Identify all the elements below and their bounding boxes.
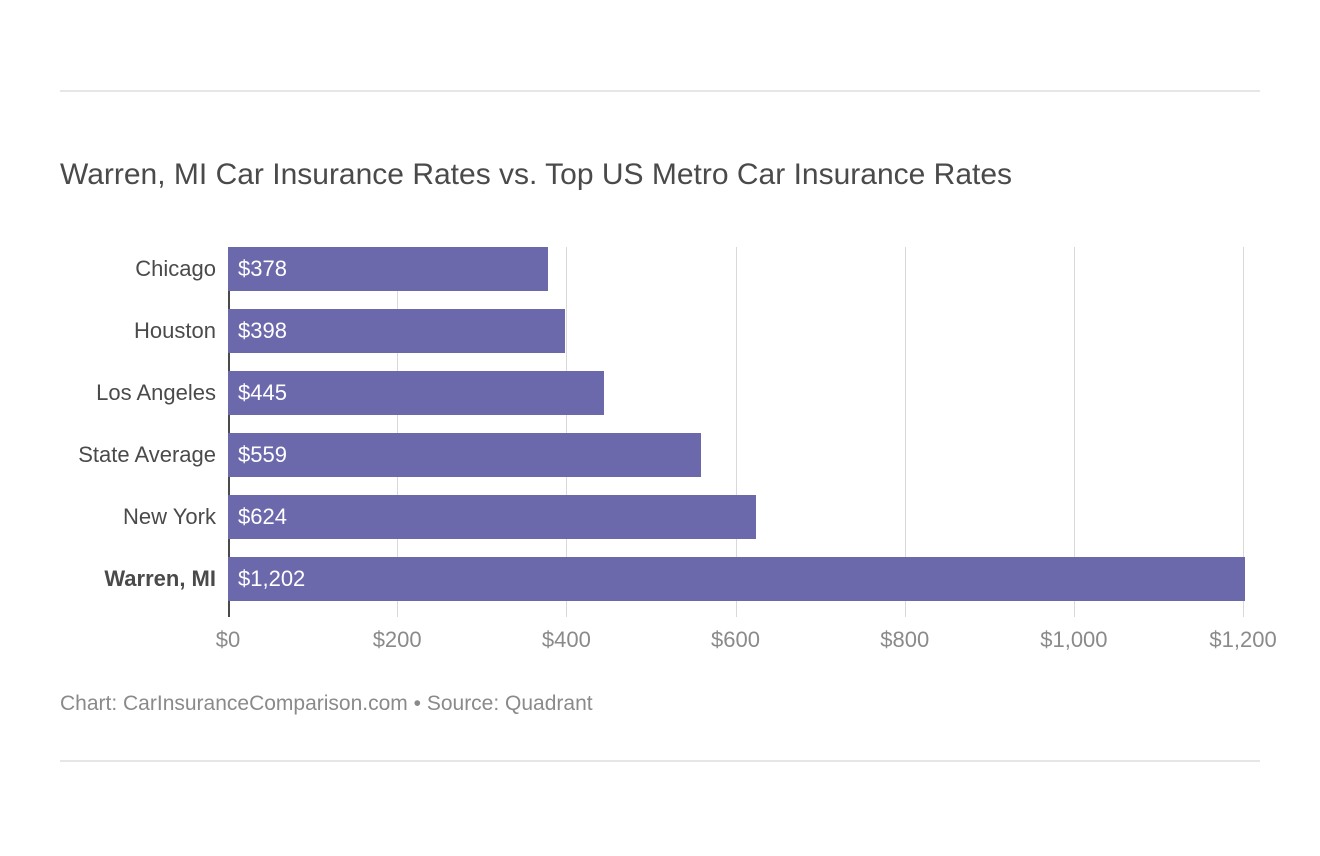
bar-row: Chicago$378 [228,247,1260,291]
y-category-label: Houston [134,320,228,342]
x-tick-label: $800 [880,617,929,653]
bar: $559 [228,433,701,477]
bar: $624 [228,495,756,539]
bar: $398 [228,309,565,353]
y-category-label: Chicago [135,258,228,280]
bar-value-label: $624 [238,504,287,530]
y-category-label: New York [123,506,228,528]
bar-value-label: $378 [238,256,287,282]
x-tick-label: $1,000 [1040,617,1107,653]
bar: $445 [228,371,604,415]
divider-top [60,90,1260,92]
x-tick-label: $1,200 [1209,617,1276,653]
bar-value-label: $445 [238,380,287,406]
chart-title: Warren, MI Car Insurance Rates vs. Top U… [60,158,1012,192]
bar-value-label: $559 [238,442,287,468]
bar: $378 [228,247,548,291]
bar: $1,202 [228,557,1245,601]
bar-row: State Average$559 [228,433,1260,477]
chart-plot: $0$200$400$600$800$1,000$1,200Chicago$37… [228,247,1260,617]
chart-area: $0$200$400$600$800$1,000$1,200Chicago$37… [60,247,1260,617]
bar-value-label: $1,202 [238,566,305,592]
bar-row: Houston$398 [228,309,1260,353]
x-tick-label: $200 [373,617,422,653]
bar-row: Warren, MI$1,202 [228,557,1260,601]
x-tick-label: $0 [216,617,240,653]
bar-row: New York$624 [228,495,1260,539]
chart-caption: Chart: CarInsuranceComparison.com • Sour… [60,692,593,716]
x-tick-label: $400 [542,617,591,653]
y-category-label: State Average [78,444,228,466]
y-category-label: Warren, MI [104,568,228,590]
x-tick-label: $600 [711,617,760,653]
bar-value-label: $398 [238,318,287,344]
y-category-label: Los Angeles [96,382,228,404]
divider-bottom [60,760,1260,762]
bar-row: Los Angeles$445 [228,371,1260,415]
